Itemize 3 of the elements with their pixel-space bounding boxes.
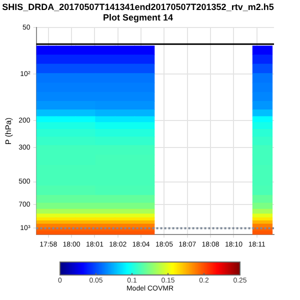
chart-subtitle: Plot Segment 14	[102, 12, 174, 23]
y-axis-title: P (hPa)	[4, 117, 14, 145]
chart-title: SHIS_DRDA_20170507T141341end20170507T201352_rtv_m2.h5	[2, 2, 274, 12]
